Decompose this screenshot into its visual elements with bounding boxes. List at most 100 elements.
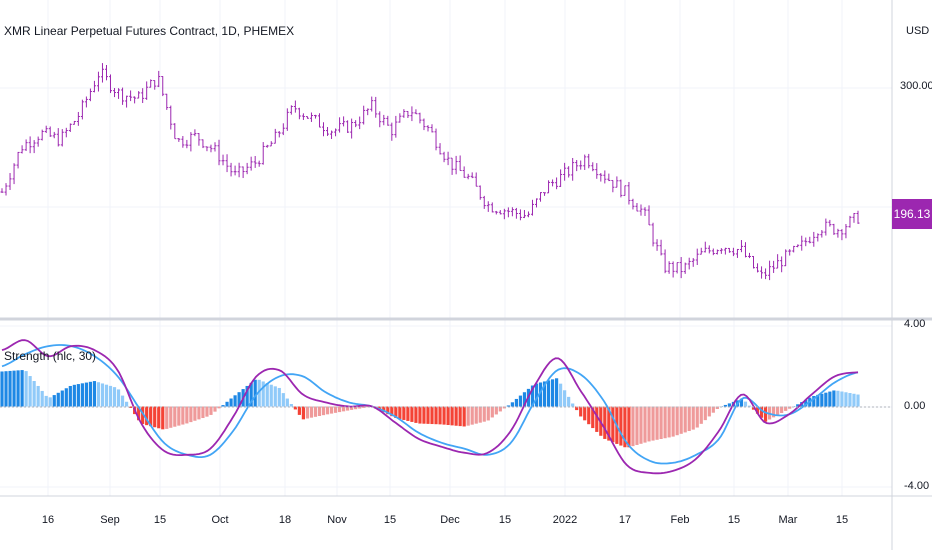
price-bar bbox=[647, 205, 651, 226]
price-bar bbox=[563, 162, 567, 181]
price-bar bbox=[719, 248, 723, 254]
histogram-bar bbox=[723, 404, 727, 407]
price-bar bbox=[695, 248, 699, 266]
histogram-bar bbox=[402, 406, 406, 420]
histogram-bar bbox=[422, 406, 426, 424]
histogram-bar bbox=[840, 391, 844, 407]
price-bar bbox=[185, 139, 189, 149]
histogram-bar bbox=[828, 391, 832, 407]
price-bar bbox=[12, 163, 16, 185]
histogram-bar bbox=[711, 406, 715, 413]
price-bar bbox=[651, 222, 655, 247]
price-bar bbox=[342, 116, 346, 127]
price-bar bbox=[723, 247, 727, 255]
price-bar bbox=[113, 88, 117, 98]
price-bar bbox=[804, 237, 808, 247]
price-bar bbox=[587, 153, 591, 169]
price-bar bbox=[731, 247, 735, 257]
price-bar bbox=[655, 239, 659, 251]
histogram-bar bbox=[173, 406, 177, 427]
histogram-bar bbox=[313, 406, 318, 417]
histogram-bar bbox=[44, 395, 48, 407]
price-bar bbox=[362, 105, 366, 125]
price-bar bbox=[245, 162, 249, 175]
price-bar bbox=[844, 223, 848, 239]
price-bar bbox=[543, 192, 547, 196]
histogram-bar bbox=[836, 390, 840, 407]
price-bar bbox=[52, 131, 56, 139]
histogram-bar bbox=[542, 381, 547, 407]
histogram-bar bbox=[297, 406, 301, 415]
price-bar bbox=[430, 124, 434, 133]
price-bar bbox=[534, 198, 538, 208]
price-bar bbox=[370, 96, 374, 112]
price-bar bbox=[281, 123, 285, 136]
price-bar bbox=[346, 120, 350, 133]
price-bar bbox=[237, 162, 241, 178]
histogram-bar bbox=[567, 396, 571, 407]
histogram-bar bbox=[418, 406, 422, 424]
histogram-bar bbox=[350, 406, 354, 410]
histogram-bar bbox=[699, 406, 703, 424]
price-bar bbox=[547, 180, 551, 194]
histogram-bar bbox=[185, 406, 189, 424]
histogram-bar bbox=[671, 406, 675, 437]
histogram-bar bbox=[120, 395, 125, 407]
price-bar bbox=[137, 91, 141, 99]
price-bar bbox=[40, 129, 44, 141]
histogram-bar bbox=[261, 381, 265, 407]
price-bar bbox=[852, 212, 856, 223]
currency-label[interactable]: USD bbox=[906, 25, 930, 37]
price-bar bbox=[856, 210, 860, 224]
histogram-bar bbox=[165, 406, 169, 429]
price-bar bbox=[68, 123, 72, 132]
price-bar bbox=[675, 262, 679, 274]
histogram-bar bbox=[257, 379, 261, 407]
histogram-bar bbox=[4, 371, 8, 407]
histogram-bar bbox=[691, 406, 695, 430]
price-bar bbox=[253, 156, 257, 168]
price-bar bbox=[518, 209, 522, 221]
price-bar bbox=[213, 142, 217, 152]
price-bar bbox=[24, 139, 28, 151]
histogram-bar bbox=[181, 406, 185, 425]
x-tick: 15 bbox=[153, 514, 167, 526]
price-bar bbox=[173, 123, 177, 140]
price-bar bbox=[643, 207, 647, 216]
price-bar bbox=[4, 183, 8, 196]
histogram-bar bbox=[763, 406, 768, 422]
histogram-bar bbox=[506, 405, 510, 407]
histogram-bar bbox=[438, 406, 442, 425]
histogram-bar bbox=[269, 384, 273, 407]
histogram-bar bbox=[446, 406, 450, 426]
histogram-bar bbox=[233, 395, 237, 407]
price-bar bbox=[490, 202, 494, 213]
price-bar bbox=[165, 93, 169, 110]
price-bar bbox=[812, 231, 816, 247]
price-bar bbox=[639, 204, 643, 216]
histogram-bar bbox=[32, 381, 36, 407]
price-bar bbox=[56, 128, 60, 147]
price-bar bbox=[305, 116, 309, 119]
histogram-bar bbox=[534, 383, 539, 407]
x-tick: 2022 bbox=[552, 514, 578, 526]
histogram-bar bbox=[651, 406, 655, 441]
price-bar bbox=[104, 64, 108, 81]
histogram-bar bbox=[518, 395, 523, 407]
price-bar bbox=[20, 145, 24, 154]
indicator-title[interactable]: Strength (hlc, 30) bbox=[4, 349, 97, 363]
histogram-bar bbox=[229, 398, 233, 407]
histogram-bar bbox=[575, 406, 579, 411]
histogram-bar bbox=[293, 406, 297, 410]
price-bar bbox=[109, 74, 113, 94]
price-bar bbox=[145, 81, 149, 100]
histogram-bar bbox=[112, 387, 117, 407]
histogram-bar bbox=[341, 406, 346, 412]
price-bar bbox=[277, 131, 281, 138]
histogram-bar bbox=[434, 406, 438, 425]
histogram-bar bbox=[124, 401, 129, 407]
histogram-bar bbox=[64, 388, 68, 407]
histogram-bar bbox=[635, 406, 639, 445]
strength-lines bbox=[1, 339, 859, 475]
